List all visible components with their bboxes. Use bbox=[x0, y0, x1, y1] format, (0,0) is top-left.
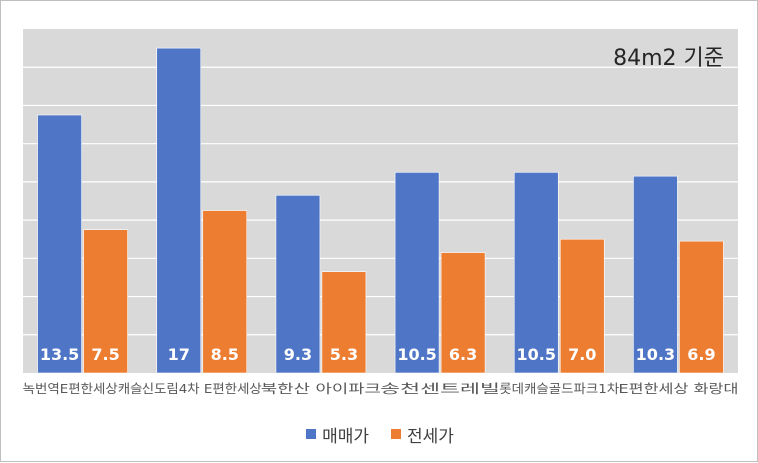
x-tick-label: 신도림4차 E편한세상 bbox=[142, 381, 263, 396]
x-tick-label: 송천센트레빌 bbox=[380, 381, 500, 396]
x-tick-label: E편한세상 화랑대 bbox=[618, 381, 738, 396]
data-label: 10.5 bbox=[517, 345, 556, 364]
legend-label: 전세가 bbox=[407, 426, 454, 447]
x-tick-label: 녹번역E편한세상캐슬 bbox=[23, 381, 143, 396]
bars bbox=[37, 47, 724, 374]
data-label: 5.3 bbox=[330, 345, 358, 364]
legend-item-series-2: 전세가 bbox=[391, 422, 454, 447]
data-label: 10.3 bbox=[636, 345, 675, 364]
plot-area bbox=[23, 29, 738, 373]
legend-swatch bbox=[306, 429, 317, 439]
chart-annotation: 84m2 기준 bbox=[613, 46, 724, 71]
bar bbox=[275, 194, 321, 374]
bar bbox=[156, 47, 202, 374]
x-tick-label: 북한산 아이파크 bbox=[261, 381, 381, 396]
data-labels: 13.5 7.5 17 8.5 9.3 5.3 10.5 6.3 10.5 7.0 10.3 6.9 bbox=[40, 345, 716, 364]
data-label: 7.0 bbox=[568, 345, 596, 364]
bar bbox=[513, 172, 559, 374]
data-label: 9.3 bbox=[284, 345, 312, 364]
legend: 매매가 전세가 bbox=[1, 421, 758, 447]
bar bbox=[440, 252, 486, 374]
bar bbox=[321, 271, 367, 374]
bar bbox=[202, 210, 248, 374]
bar bbox=[83, 229, 128, 374]
bar bbox=[633, 175, 678, 374]
bar bbox=[679, 240, 724, 374]
bar bbox=[37, 114, 82, 374]
legend-label: 매매가 bbox=[322, 426, 369, 447]
data-label: 8.5 bbox=[211, 345, 239, 364]
data-label: 10.5 bbox=[397, 345, 436, 364]
bar bbox=[559, 238, 605, 374]
bar bbox=[394, 172, 440, 374]
data-label: 6.9 bbox=[687, 345, 715, 364]
data-label: 17 bbox=[168, 345, 190, 364]
gridlines bbox=[23, 66, 738, 336]
data-label: 7.5 bbox=[91, 345, 119, 364]
data-label: 6.3 bbox=[449, 345, 477, 364]
legend-item-series-1: 매매가 bbox=[306, 422, 369, 447]
x-tick-label: 롯데캐슬골드파크1차 bbox=[499, 381, 620, 396]
legend-swatch bbox=[391, 429, 401, 439]
data-label: 13.5 bbox=[40, 345, 79, 364]
